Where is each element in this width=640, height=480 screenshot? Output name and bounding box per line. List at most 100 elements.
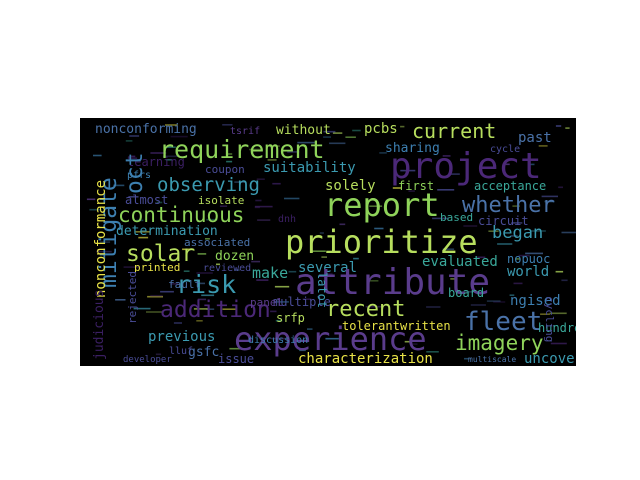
tiny-word-mark [196, 320, 203, 322]
tiny-word-mark [515, 258, 521, 260]
tiny-word-mark [558, 186, 563, 189]
tiny-word-mark [86, 198, 96, 201]
tiny-word-mark [193, 308, 208, 310]
word-first: first [398, 179, 434, 193]
tiny-word-mark [165, 124, 178, 126]
tiny-word-mark [123, 266, 140, 268]
word-solely: solely [325, 178, 376, 194]
tiny-word-mark [198, 282, 205, 285]
tiny-word-mark [505, 163, 510, 166]
word-oct: oct [122, 152, 148, 194]
tiny-word-mark [226, 153, 233, 155]
word-tolerant: tolerant [342, 319, 400, 333]
tiny-word-mark [197, 298, 207, 301]
word-cloud-canvas: nonconforming tsrif without pcbs current… [86, 119, 576, 366]
tiny-word-mark [408, 190, 415, 192]
word-learning: learning [127, 155, 185, 169]
tiny-word-mark [367, 280, 379, 282]
tiny-word-mark [299, 349, 306, 352]
tiny-word-mark [205, 238, 210, 240]
tiny-words-layer [86, 124, 576, 360]
tiny-word-mark [369, 205, 383, 207]
tiny-word-mark [222, 124, 233, 126]
tiny-word-mark [135, 231, 151, 233]
tiny-word-mark [287, 151, 300, 153]
word-fault: fault [168, 278, 201, 291]
word-panel: panel [250, 296, 283, 309]
word-imagery: imagery [455, 331, 544, 355]
tiny-word-mark [165, 159, 173, 161]
tiny-word-mark [273, 301, 289, 303]
word-without: without [276, 123, 331, 138]
tiny-word-mark [509, 294, 515, 296]
word-previous: previous [148, 329, 215, 345]
tiny-word-mark [561, 279, 568, 282]
word-gsfc: gsfc [188, 345, 219, 360]
word-dozen: dozen [215, 249, 254, 264]
tiny-word-mark [270, 310, 277, 313]
tiny-word-mark [163, 146, 176, 148]
tiny-word-mark [329, 142, 346, 145]
tiny-word-mark [555, 125, 562, 127]
tiny-word-mark [173, 322, 182, 324]
tiny-word-mark [160, 290, 174, 293]
tiny-word-mark [512, 205, 520, 207]
word-nopuoc: nopuoc [507, 252, 550, 266]
tiny-word-mark [99, 241, 111, 243]
word-recent: recent [326, 297, 405, 322]
word-srfp: srfp [276, 311, 305, 325]
tiny-word-mark [206, 308, 215, 310]
tiny-word-mark [544, 200, 555, 203]
word-nonconforming: nonconforming [95, 122, 197, 137]
tiny-word-mark [339, 223, 346, 226]
tiny-word-mark [425, 127, 433, 129]
tiny-word-mark [284, 197, 300, 200]
tiny-word-mark [400, 169, 416, 172]
tiny-word-mark [136, 219, 144, 222]
tiny-word-mark [196, 272, 213, 274]
word-tsrif: tsrif [230, 126, 260, 137]
tiny-word-mark [268, 145, 280, 147]
word-dnh: dnh [278, 214, 296, 225]
word-suitability: suitability [263, 160, 356, 176]
tiny-word-mark [234, 269, 240, 271]
tiny-word-mark [510, 235, 518, 237]
word-latot: latot [315, 272, 329, 308]
word-printed: printed [134, 261, 180, 274]
word-ngised: ngised [510, 293, 561, 309]
word-multiple: multiple [273, 295, 331, 309]
word-project: project [390, 146, 542, 187]
tiny-word-mark [527, 163, 535, 166]
tiny-word-mark [138, 236, 149, 239]
word-began: began [492, 223, 543, 243]
tiny-word-mark [201, 294, 215, 297]
word-risk: risk [176, 270, 236, 299]
word-continuous: continuous [118, 203, 244, 227]
tiny-word-mark [550, 342, 567, 345]
tiny-word-mark [312, 250, 326, 252]
tiny-word-mark [206, 218, 218, 221]
tiny-word-mark [442, 155, 451, 157]
word-characterization: characterization [298, 351, 433, 366]
word-solar: solar [126, 241, 195, 267]
word-coupon: coupon [205, 163, 245, 176]
tiny-word-mark [465, 291, 474, 293]
word-addition: addition [160, 297, 271, 323]
tiny-word-mark [222, 308, 236, 310]
word-nonconformance: nonconformance [93, 180, 109, 298]
tiny-word-mark [229, 347, 242, 350]
tiny-word-mark [197, 253, 207, 255]
tiny-word-mark [323, 136, 331, 138]
tiny-word-mark [182, 248, 191, 251]
tiny-word-mark [275, 319, 283, 322]
word-attribute: attribute [295, 262, 490, 303]
word-experience: experience [234, 320, 427, 358]
tiny-word-mark [146, 311, 163, 313]
tiny-word-mark [319, 232, 324, 234]
word-several: several [298, 260, 357, 276]
tiny-word-mark [374, 227, 384, 230]
tiny-word-mark [540, 313, 550, 315]
tiny-word-mark [274, 285, 290, 288]
tiny-word-mark [249, 148, 263, 151]
tiny-word-mark [219, 205, 228, 207]
